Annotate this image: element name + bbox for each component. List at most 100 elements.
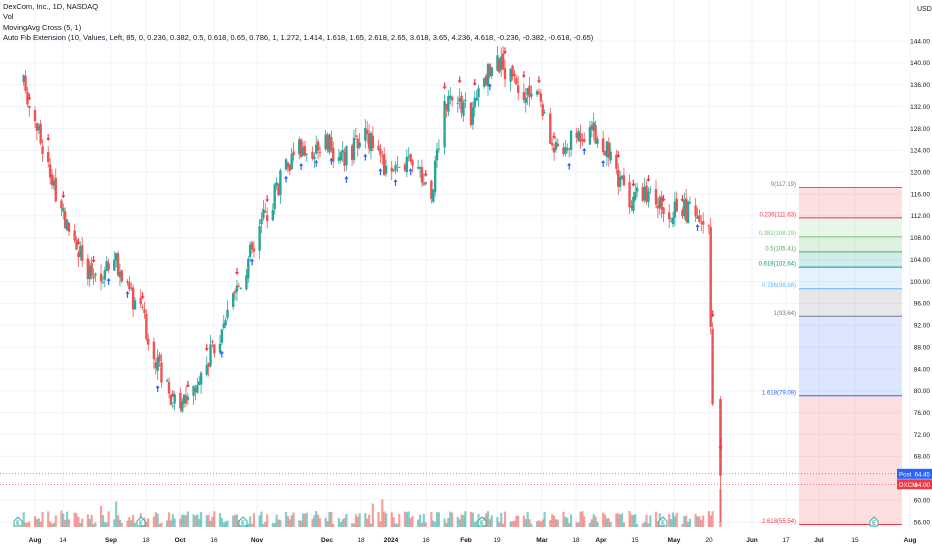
volume-bar [384,513,388,527]
candle [620,175,624,179]
volume-bar [73,512,76,527]
earnings-icon [869,516,879,527]
ma-cross-up-arrow [363,153,368,161]
x-tick-label: 15 [631,537,639,544]
y-tick-label: 116.00 [911,191,931,198]
candle [501,53,505,70]
volume-bar [430,512,433,527]
volume-bar [60,510,63,527]
candle [654,189,658,205]
candle [562,147,565,154]
volume-bar [292,512,295,527]
volume-bar [94,522,97,527]
candle [449,95,452,99]
candle [460,95,463,113]
volume-bar [22,512,25,527]
price-tag [897,479,932,490]
candle [265,215,269,222]
candle [222,323,225,328]
ma-cross-indicator-label[interactable]: MovingAvg Cross (5, 1) [3,22,82,32]
candle [345,146,348,166]
x-tick-label: Apr [595,537,607,544]
candle [503,68,507,80]
candle [694,205,697,217]
candle [382,154,386,176]
volume-bar [356,516,359,527]
y-tick-label: 84.00 [914,366,931,373]
candle [549,113,552,144]
volume-bar [145,521,148,527]
candle [352,137,356,161]
volume-bar [235,514,239,527]
volume-bar [603,514,607,527]
candle [356,138,359,149]
candle [184,395,188,404]
volume-bar [120,522,123,527]
x-tick-label: Mar [536,537,548,544]
volume-bar [632,515,635,527]
volume-bar [116,515,120,527]
candle [550,142,554,146]
candle [101,282,105,283]
x-tick-label: Aug [29,537,42,544]
ma-cross-up-arrow [378,168,383,176]
candle [194,387,197,392]
volume-bar [318,518,322,527]
volume-bar [647,523,650,527]
volume-bar [167,512,171,527]
earnings-label: E [872,521,876,527]
volume-bar [486,511,490,527]
candle [271,209,275,221]
ma-cross-down-arrow [423,169,428,177]
volume-bar [284,512,288,527]
candle [145,313,148,339]
ma-cross-up-arrow [155,385,160,393]
candle [535,91,539,95]
candle [701,221,705,225]
candle [394,165,397,171]
volume-bar [596,521,599,527]
y-tick-label: 108.00 [910,235,930,242]
volume-bar [502,523,505,527]
candle [248,244,252,257]
volume-bar [434,522,437,527]
candle [567,148,571,150]
volume-bar [352,523,356,527]
symbol-title[interactable]: DexCom, Inc., 1D, NASDAQ [3,2,99,11]
fib-extension-indicator-label[interactable]: Auto Fib Extension (10, Values, Left, 85… [3,33,594,43]
volume-bar [67,519,71,527]
candle [131,287,135,310]
candle [500,56,503,70]
earnings-icon [13,516,23,527]
volume-bar [147,518,150,527]
x-tick-label: Nov [251,537,264,544]
candle [490,67,493,77]
volume-bar [656,521,659,527]
volume-bar [35,519,38,527]
candle [367,133,371,149]
candle [173,394,176,404]
ma-cross-down-arrow [552,132,557,140]
volume-indicator-label[interactable]: Vol [3,12,14,22]
volume-bar [209,520,212,527]
volume-bar [126,520,129,527]
volume-bar [232,515,235,527]
volume-bar [511,521,514,527]
candle [328,134,331,153]
fib-zone [799,217,902,237]
volume-bar [198,518,201,527]
volume-bar [509,521,512,527]
candle [556,143,560,147]
earnings-icon [136,516,146,527]
candle [286,162,290,168]
candle [700,222,703,224]
ma-cross-down-arrow [646,175,651,183]
volume-bar [107,511,110,527]
candle [577,130,580,141]
volume-bar [132,514,135,527]
volume-bar [535,521,539,527]
candle [416,167,420,169]
y-tick-label: 92.00 [914,323,931,330]
volume-bar [33,516,37,527]
